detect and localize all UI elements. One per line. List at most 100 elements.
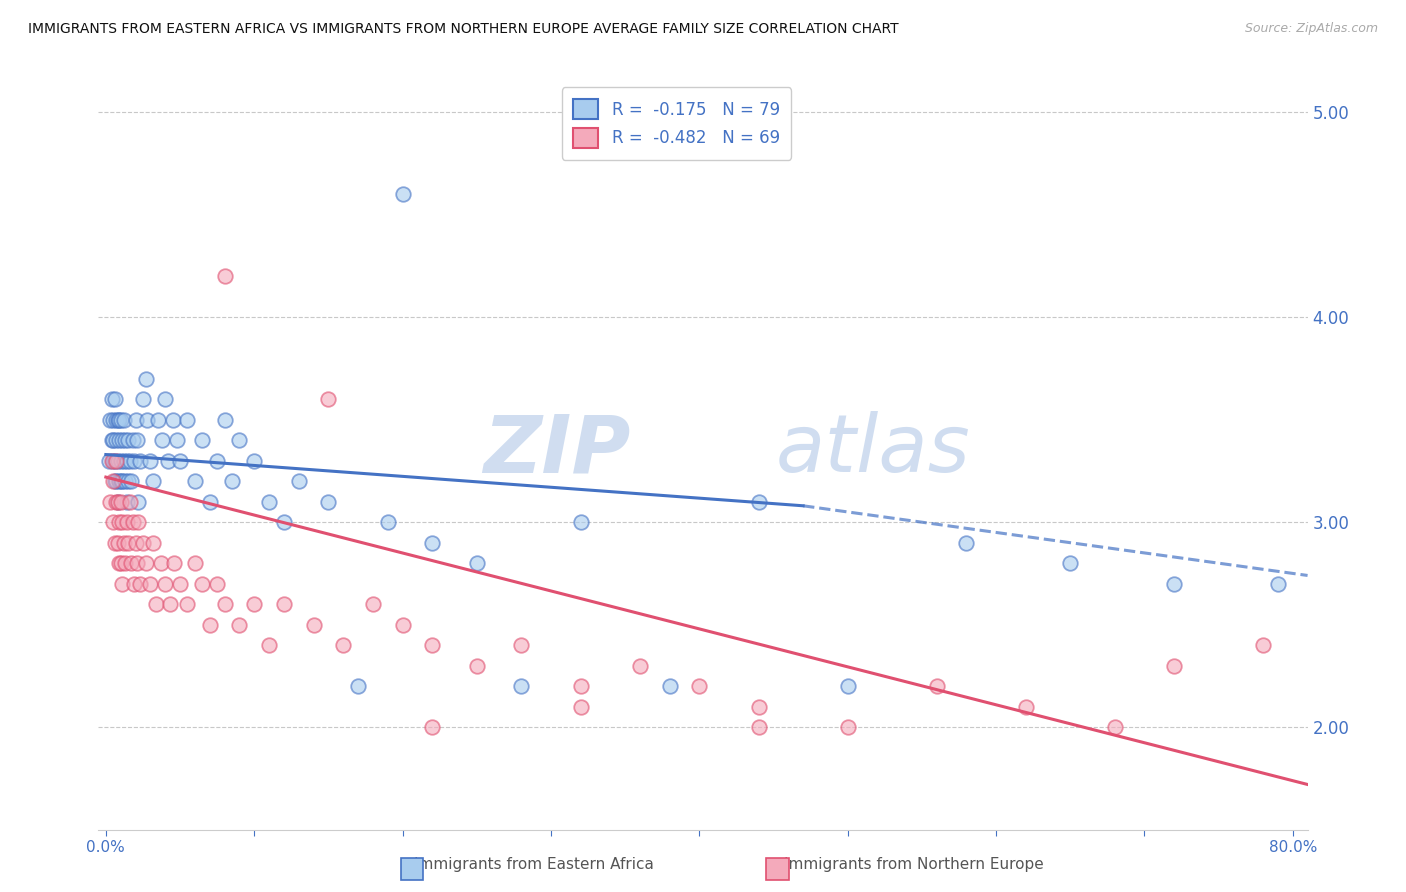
Point xyxy=(115,453,138,467)
Point xyxy=(111,515,134,529)
Legend: R =  -0.175   N = 79, R =  -0.482   N = 69: R = -0.175 N = 79, R = -0.482 N = 69 xyxy=(561,87,792,160)
Point xyxy=(1015,699,1038,714)
Point xyxy=(146,413,169,427)
Point xyxy=(125,434,148,448)
Point xyxy=(184,474,207,488)
Point xyxy=(117,434,139,448)
Point xyxy=(107,413,129,427)
Point xyxy=(97,453,120,467)
Point xyxy=(98,413,121,427)
Point xyxy=(198,494,221,508)
Point xyxy=(153,392,176,407)
Point xyxy=(748,720,770,734)
Point xyxy=(104,453,127,467)
Point xyxy=(139,576,162,591)
Point xyxy=(510,679,533,693)
Point xyxy=(117,474,139,488)
Point xyxy=(125,556,148,570)
Point xyxy=(1251,638,1274,652)
Point xyxy=(121,515,143,529)
Point xyxy=(100,453,122,467)
Point xyxy=(176,597,198,611)
Point xyxy=(420,535,443,549)
Point xyxy=(107,453,129,467)
Point xyxy=(135,556,157,570)
Point xyxy=(103,413,125,427)
Point xyxy=(569,699,592,714)
Point xyxy=(361,597,384,611)
Point xyxy=(420,638,443,652)
Point xyxy=(118,494,141,508)
Point xyxy=(114,556,136,570)
Point xyxy=(191,434,214,448)
Point xyxy=(112,413,135,427)
Point xyxy=(107,494,129,508)
Point xyxy=(391,617,413,632)
Point xyxy=(108,474,131,488)
Point xyxy=(214,413,236,427)
Point xyxy=(142,535,165,549)
Text: Source: ZipAtlas.com: Source: ZipAtlas.com xyxy=(1244,22,1378,36)
Point xyxy=(112,535,135,549)
Point xyxy=(115,515,138,529)
Point xyxy=(153,576,176,591)
Point xyxy=(318,494,340,508)
Point xyxy=(377,515,399,529)
Point xyxy=(105,434,128,448)
Point xyxy=(569,679,592,693)
Point xyxy=(145,597,167,611)
Point xyxy=(748,494,770,508)
Point xyxy=(228,434,250,448)
Point xyxy=(122,576,145,591)
Point xyxy=(129,453,152,467)
Point xyxy=(117,535,139,549)
Point xyxy=(318,392,340,407)
Point xyxy=(120,556,142,570)
Point xyxy=(658,679,681,693)
Point xyxy=(108,413,131,427)
Point xyxy=(569,515,592,529)
Point xyxy=(132,535,155,549)
Point xyxy=(628,658,651,673)
Point xyxy=(176,413,198,427)
Point xyxy=(243,453,266,467)
Point xyxy=(925,679,948,693)
Point xyxy=(103,474,125,488)
Point xyxy=(1059,556,1081,570)
Point xyxy=(139,453,162,467)
Point xyxy=(108,515,131,529)
Point xyxy=(118,453,141,467)
Point xyxy=(163,556,186,570)
Point xyxy=(111,434,134,448)
Point xyxy=(105,474,128,488)
Point xyxy=(110,494,132,508)
Point xyxy=(391,187,413,202)
Point xyxy=(120,474,142,488)
Point xyxy=(108,434,131,448)
Point xyxy=(150,434,173,448)
Point xyxy=(332,638,354,652)
Point xyxy=(465,658,488,673)
Point xyxy=(121,434,143,448)
Point xyxy=(169,453,191,467)
Point xyxy=(107,494,129,508)
Text: ZIP: ZIP xyxy=(484,411,630,490)
Point xyxy=(748,699,770,714)
Point xyxy=(110,413,132,427)
Point xyxy=(124,535,146,549)
Point xyxy=(105,494,128,508)
Point xyxy=(110,474,132,488)
Text: Immigrants from Eastern Africa: Immigrants from Eastern Africa xyxy=(415,857,654,872)
Point xyxy=(104,535,127,549)
Point xyxy=(114,434,136,448)
Point xyxy=(191,576,214,591)
Point xyxy=(205,576,228,591)
Point xyxy=(243,597,266,611)
Point xyxy=(112,453,135,467)
Point xyxy=(122,453,145,467)
Point xyxy=(149,556,172,570)
Point xyxy=(169,576,191,591)
Point xyxy=(159,597,181,611)
Point xyxy=(688,679,710,693)
Point xyxy=(100,392,122,407)
